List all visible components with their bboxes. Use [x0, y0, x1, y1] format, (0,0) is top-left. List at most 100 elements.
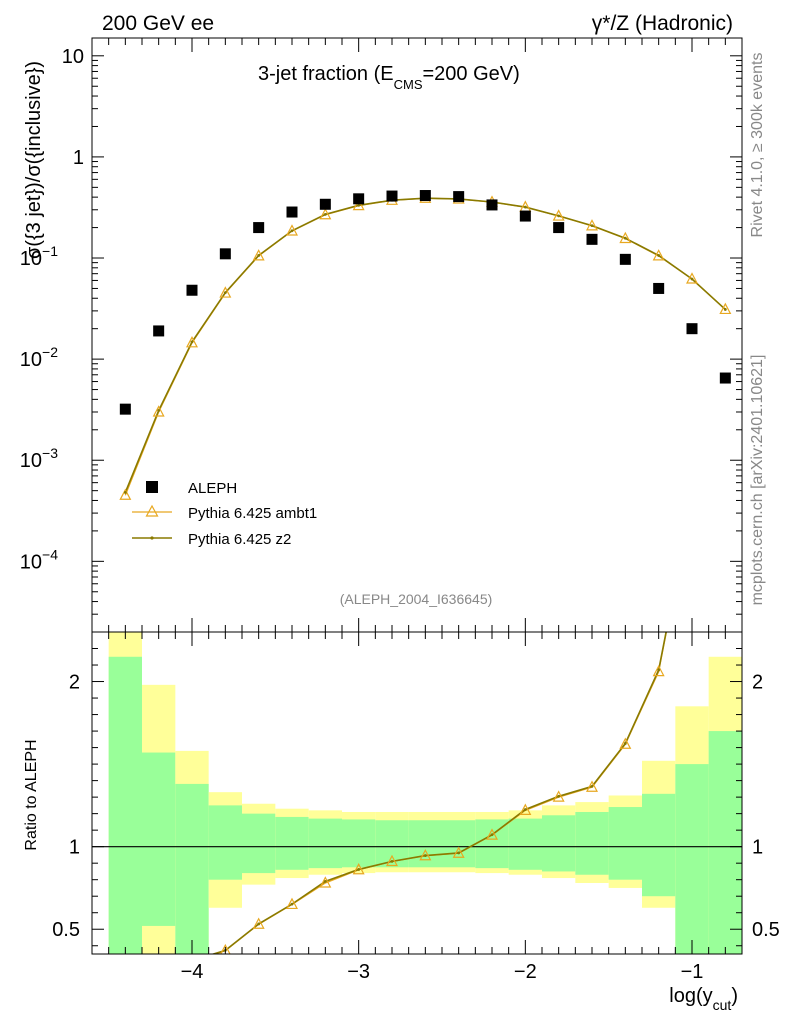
point-pythia-z2 — [690, 277, 694, 281]
point-pythia-ambt1 — [686, 272, 698, 284]
point-pythia-z2 — [290, 229, 294, 233]
point-aleph — [453, 191, 465, 203]
point-aleph — [586, 233, 598, 245]
mcplots-source-label: mcplots.cern.ch [arXiv:2401.10621] — [749, 355, 766, 606]
ratio-y-tick-label: 2 — [69, 672, 80, 694]
ratio-point-pythia-ambt1 — [452, 846, 465, 858]
legend-aleph-marker — [146, 481, 158, 493]
point-pythia-ambt1 — [119, 488, 132, 500]
analysis-id-annotation: (ALEPH_2004_I636645) — [340, 591, 493, 607]
main-panel: 10 1 10−1 10−2 10−3 10−4 3-jet fraction (ECMS… — [20, 37, 743, 633]
point-pythia-z2 — [557, 214, 561, 218]
chart-title: 3-jet fraction (ECMS=200 GeV) — [258, 63, 520, 92]
legend-z2-label: Pythia 6.425 z2 — [188, 531, 291, 548]
point-aleph — [119, 403, 131, 415]
ratio-point-pythia-z2 — [691, 498, 694, 501]
header-left-label: 200 GeV ee — [102, 12, 214, 35]
point-pythia-z2 — [323, 213, 327, 216]
point-pythia-z2 — [123, 491, 127, 494]
y-tick-label: 10−4 — [20, 546, 58, 573]
ratio-y-tick-label: 0.5 — [52, 919, 80, 941]
uncertainty-band-inner — [108, 656, 142, 954]
ratio-point-pythia-ambt1 — [386, 854, 398, 867]
ratio-point-pythia-z2 — [590, 784, 594, 788]
point-pythia-z2 — [523, 205, 527, 209]
ratio-point-pythia-ambt1 — [652, 664, 665, 677]
point-pythia-z2 — [623, 236, 627, 240]
legend-z2-marker — [150, 536, 154, 540]
point-aleph — [186, 284, 198, 296]
rivet-version-label: Rivet 4.1.0, ≥ 300k events — [749, 53, 766, 238]
ratio-point-pythia-ambt1 — [687, 494, 697, 504]
ratio-point-pythia-z2 — [557, 794, 561, 798]
point-pythia-ambt1 — [619, 231, 632, 244]
ratio-point-pythia-ambt1 — [220, 943, 231, 954]
point-pythia-ambt1 — [552, 209, 565, 221]
point-pythia-ambt1 — [586, 219, 598, 231]
point-pythia-ambt1 — [319, 207, 332, 220]
ratio-point-pythia-z2 — [623, 742, 627, 745]
point-pythia-z2 — [357, 203, 361, 207]
point-pythia-z2 — [157, 409, 161, 412]
series-line-pythia-z2 — [124, 197, 726, 493]
uncertainty-band-inner — [342, 819, 376, 868]
y-tick-label: 10 — [62, 46, 84, 68]
point-aleph — [286, 206, 298, 218]
ratio-point-pythia-ambt1 — [419, 848, 432, 861]
ratio-y-tick-label-right: 0.5 — [752, 919, 780, 941]
x-axis-label: log(ycut) — [669, 985, 738, 1013]
ratio-point-pythia-ambt1 — [720, 214, 730, 224]
legend-aleph-label: ALEPH — [188, 480, 237, 497]
point-aleph — [386, 190, 398, 202]
ratio-point-pythia-ambt1 — [286, 897, 298, 910]
x-tick-label: −4 — [181, 961, 204, 983]
point-aleph — [153, 325, 165, 337]
ratio-point-pythia-z2 — [423, 854, 427, 857]
legend: ALEPH Pythia 6.425 ambt1 Pythia 6.425 z2 — [132, 480, 317, 548]
uncertainty-band-inner — [542, 815, 576, 872]
ratio-point-pythia-ambt1 — [552, 790, 565, 802]
point-aleph — [719, 372, 731, 384]
point-pythia-z2 — [190, 340, 194, 344]
ratio-point-pythia-ambt1 — [486, 828, 498, 840]
uncertainty-band-inner — [142, 752, 176, 926]
ratio-point-pythia-z2 — [323, 879, 327, 883]
point-pythia-z2 — [257, 254, 261, 257]
ratio-y-tick-label: 1 — [69, 837, 80, 859]
point-pythia-ambt1 — [652, 249, 665, 261]
x-tick-label: −1 — [681, 961, 704, 983]
x-tick-label: −3 — [347, 961, 370, 983]
point-aleph — [253, 222, 265, 234]
uncertainty-band-inner — [442, 820, 476, 868]
header-right-label: γ*/Z (Hadronic) — [592, 12, 733, 35]
ratio-point-pythia-z2 — [490, 833, 494, 837]
ratio-point-pythia-ambt1 — [252, 917, 265, 929]
uncertainty-band-inner — [508, 818, 542, 870]
ratio-point-pythia-z2 — [457, 851, 461, 855]
ratio-point-pythia-z2 — [290, 902, 294, 906]
point-pythia-ambt1 — [186, 336, 198, 348]
point-aleph — [486, 199, 498, 211]
ratio-y-tick-label-right: 2 — [752, 672, 763, 694]
point-aleph — [419, 190, 431, 202]
point-aleph — [219, 248, 231, 260]
ratio-point-pythia-z2 — [523, 808, 527, 811]
ratio-point-pythia-z2 — [357, 868, 361, 871]
uncertainty-band-inner — [708, 731, 742, 954]
point-aleph — [353, 193, 365, 205]
ratio-point-pythia-z2 — [724, 218, 727, 221]
uncertainty-band-inner — [575, 811, 609, 875]
uncertainty-band-inner — [608, 807, 642, 880]
ratio-point-pythia-ambt1 — [319, 876, 332, 888]
ratio-point-pythia-ambt1 — [352, 862, 365, 875]
ratio-y-axis-label: Ratio to ALEPH — [23, 739, 40, 850]
ratio-point-pythia-z2 — [657, 668, 661, 672]
point-pythia-ambt1 — [219, 286, 232, 298]
ratio-panel: 0.5 0.5 1 1 2 2 −4 −3 −2 −1 Ratio to ALEPH log(yc… — [23, 214, 780, 1013]
y-axis-label: σ({3 jet})/σ({inclusive}) — [23, 61, 45, 259]
ratio-point-pythia-ambt1 — [619, 737, 632, 749]
point-aleph — [519, 210, 531, 222]
point-pythia-z2 — [723, 308, 727, 311]
